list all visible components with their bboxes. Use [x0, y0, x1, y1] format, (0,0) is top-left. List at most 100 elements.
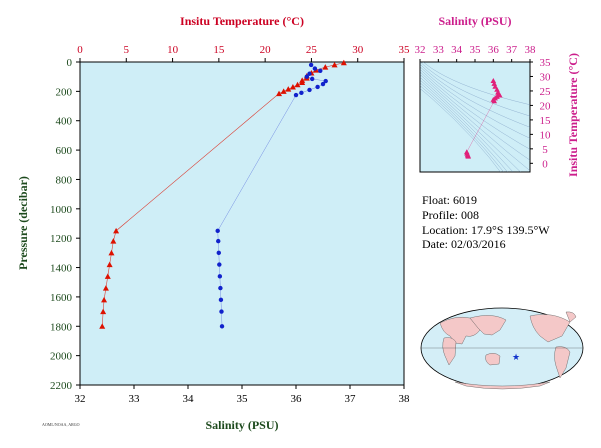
ts-right-tick-label: 15	[540, 115, 552, 127]
ts-plot-area	[419, 61, 531, 173]
left-tick-label: 1200	[50, 233, 73, 245]
ts-density-isoline	[420, 71, 530, 161]
ts-right-axis-title: Insitu Temperature (°C)	[566, 53, 580, 177]
top-tick-label: 35	[399, 44, 411, 56]
ts-top-tick-label: 38	[525, 44, 537, 56]
top-tick-label: 5	[124, 44, 130, 56]
temperature-point	[340, 59, 347, 66]
temperature-point	[299, 79, 306, 86]
ts-point	[496, 92, 503, 98]
ts-density-isoline	[420, 74, 530, 172]
temperature-point	[101, 296, 108, 303]
float-location-marker: ★	[512, 352, 520, 362]
left-tick-label: 1800	[50, 321, 73, 333]
salinity-point	[217, 262, 222, 267]
left-tick-label: 600	[56, 145, 73, 157]
salinity-point	[216, 250, 221, 256]
salinity-point	[299, 90, 304, 96]
ts-right-tick-label: 35	[540, 57, 552, 69]
ts-point	[491, 98, 498, 104]
left-tick-label: 1600	[50, 292, 73, 304]
temperature-point	[322, 64, 329, 70]
ts-point	[491, 80, 498, 86]
temperature-point	[276, 90, 283, 97]
ts-top-tick-label: 32	[415, 44, 426, 56]
left-tick-label: 400	[56, 116, 73, 128]
ts-right-tick-label: 0	[542, 158, 548, 170]
bottom-axis-title: Salinity (PSU)	[205, 418, 278, 432]
map-land-greenland	[565, 311, 577, 323]
salinity-point	[315, 84, 320, 90]
salinity-point	[310, 76, 315, 82]
main-plot: 0 5 10 15 20 25 30 35 32 33 34 35 36 37 38 0 200 400 600…	[16, 14, 410, 432]
profile-number: Profile: 008	[422, 208, 479, 222]
salinity-point	[215, 228, 220, 234]
bottom-tick-label: 33	[129, 393, 141, 405]
ts-point	[494, 86, 500, 92]
temperature-point	[294, 81, 301, 88]
world-map: ★	[420, 307, 584, 390]
salinity-point	[307, 71, 312, 76]
left-tick-label: 0	[67, 57, 73, 69]
footnote: AOML/NOAA, ARGO	[42, 422, 80, 428]
salinity-point	[219, 309, 224, 314]
map-land-australia	[485, 353, 501, 366]
bottom-tick-label: 37	[345, 393, 357, 405]
bottom-tick-label: 32	[75, 393, 86, 405]
salinity-point	[293, 92, 299, 98]
salinity-point	[307, 87, 312, 93]
top-tick-label: 30	[352, 44, 364, 56]
float-id: Float: 6019	[422, 193, 477, 207]
temperature-point	[285, 86, 292, 92]
salinity-point	[219, 324, 225, 329]
top-tick-label: 15	[213, 44, 225, 56]
map-land-antarctica	[454, 381, 551, 390]
ts-density-isoline	[420, 88, 501, 172]
ts-plot: 32 33 34 35 36 37 38 0 5 10 15 20 25 30 35 Salinity (…	[415, 14, 581, 177]
map-land-asia	[469, 315, 507, 336]
ts-density-isoline	[420, 76, 521, 172]
left-tick-label: 2000	[50, 351, 73, 363]
ts-point	[490, 78, 497, 84]
bottom-tick-label: 35	[237, 393, 249, 405]
ts-density-isoline	[420, 79, 514, 172]
ts-top-tick-label: 35	[470, 44, 482, 56]
ts-point	[465, 153, 472, 159]
top-tick-label: 10	[167, 44, 179, 56]
left-tick-label: 800	[56, 174, 73, 186]
temperature-point	[100, 308, 107, 315]
salinity-point	[218, 297, 224, 303]
float-info: Float: 6019 Profile: 008 Location: 17.9°…	[422, 193, 550, 251]
salinity-point	[217, 274, 223, 279]
temperature-point	[289, 83, 296, 90]
salinity-point	[323, 78, 328, 84]
ts-density-isoline	[420, 62, 530, 117]
bottom-tick-label: 38	[399, 393, 411, 405]
map-land-eurasia	[439, 316, 481, 345]
location: Location: 17.9°S 139.5°W	[422, 223, 550, 237]
ts-top-tick-label: 34	[451, 44, 463, 56]
temperature-point	[113, 227, 120, 234]
ts-top-tick-label: 33	[433, 44, 445, 56]
ts-density-isoline	[420, 68, 530, 150]
temperature-point	[110, 238, 117, 244]
salinity-point	[320, 81, 326, 87]
salinity-point	[312, 66, 318, 71]
bottom-tick-label: 34	[183, 393, 195, 405]
ts-density-isoline	[420, 85, 504, 172]
top-axis-title: Insitu Temperature (°C)	[180, 14, 304, 28]
left-axis-title: Pressure (decibar)	[16, 176, 30, 270]
temperature-point	[280, 88, 287, 94]
top-tick-label: 20	[260, 44, 272, 56]
temperature-point	[108, 249, 115, 256]
bottom-tick-label: 36	[291, 393, 303, 405]
temperature-point	[331, 61, 338, 68]
salinity-point	[218, 285, 223, 291]
ts-right-tick-label: 10	[540, 129, 552, 141]
salinity-point	[304, 74, 309, 79]
left-tick-label: 1000	[50, 204, 73, 216]
map-land-north-america	[529, 314, 571, 343]
map-land-africa	[442, 337, 457, 366]
left-tick-label: 200	[56, 86, 73, 98]
